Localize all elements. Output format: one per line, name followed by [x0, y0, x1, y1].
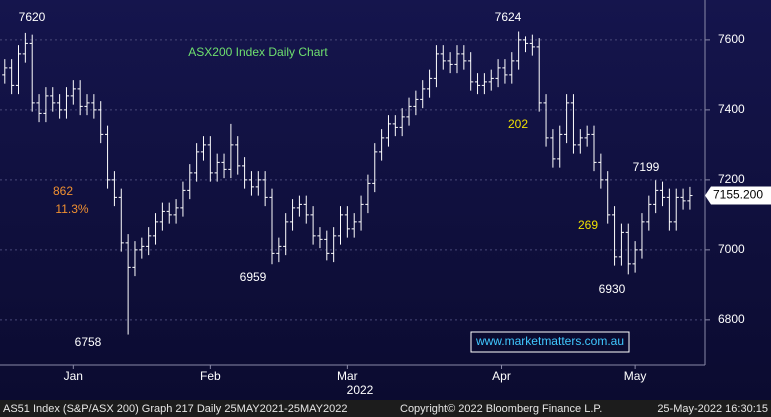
- annotation: 862: [53, 184, 73, 198]
- y-tick-label: 7000: [718, 242, 745, 256]
- footer-text: Copyright© 2022 Bloomberg Finance L.P.: [400, 403, 602, 415]
- x-tick-label: May: [624, 369, 647, 383]
- x-tick-label: Mar: [337, 369, 358, 383]
- footer: AS51 Index (S&P/ASX 200) Graph 217 Daily…: [3, 403, 768, 415]
- footer-text: 25-May-2022 16:30:15: [657, 403, 768, 415]
- x-tick-label: Feb: [200, 369, 221, 383]
- x-tick-label: Jan: [64, 369, 83, 383]
- annotation: 6930: [599, 282, 626, 296]
- bars: [2, 31, 693, 335]
- annotation: 269: [578, 218, 598, 232]
- annotation: 7620: [19, 10, 46, 24]
- footer-bar: [0, 400, 771, 417]
- x-tick-label: Apr: [492, 369, 511, 383]
- annotation: 11.3%: [55, 202, 88, 216]
- chart-title: ASX200 Index Daily Chart: [188, 45, 328, 59]
- y-tick-label: 6800: [718, 312, 745, 326]
- y-tick-label: 7600: [718, 32, 745, 46]
- y-tick-label: 7400: [718, 102, 745, 116]
- annotation: 7624: [495, 10, 522, 24]
- annotation: 6959: [240, 270, 267, 284]
- watermark: www.marketmatters.com.au: [475, 334, 624, 348]
- annotation: 6758: [75, 335, 102, 349]
- last-price-label: 7155.200: [713, 188, 763, 202]
- y-tick-label: 7200: [718, 172, 745, 186]
- x-axis-label: 2022: [347, 383, 374, 397]
- footer-text: AS51 Index (S&P/ASX 200) Graph 217 Daily…: [3, 403, 347, 415]
- watermark-box: [470, 331, 630, 353]
- last-price-box: [705, 186, 771, 205]
- annotation: 202: [508, 117, 528, 131]
- annotations: 7620 7624 6758 6959 6930 7199 862 11.3% …: [19, 10, 660, 349]
- annotation: 7199: [633, 160, 660, 174]
